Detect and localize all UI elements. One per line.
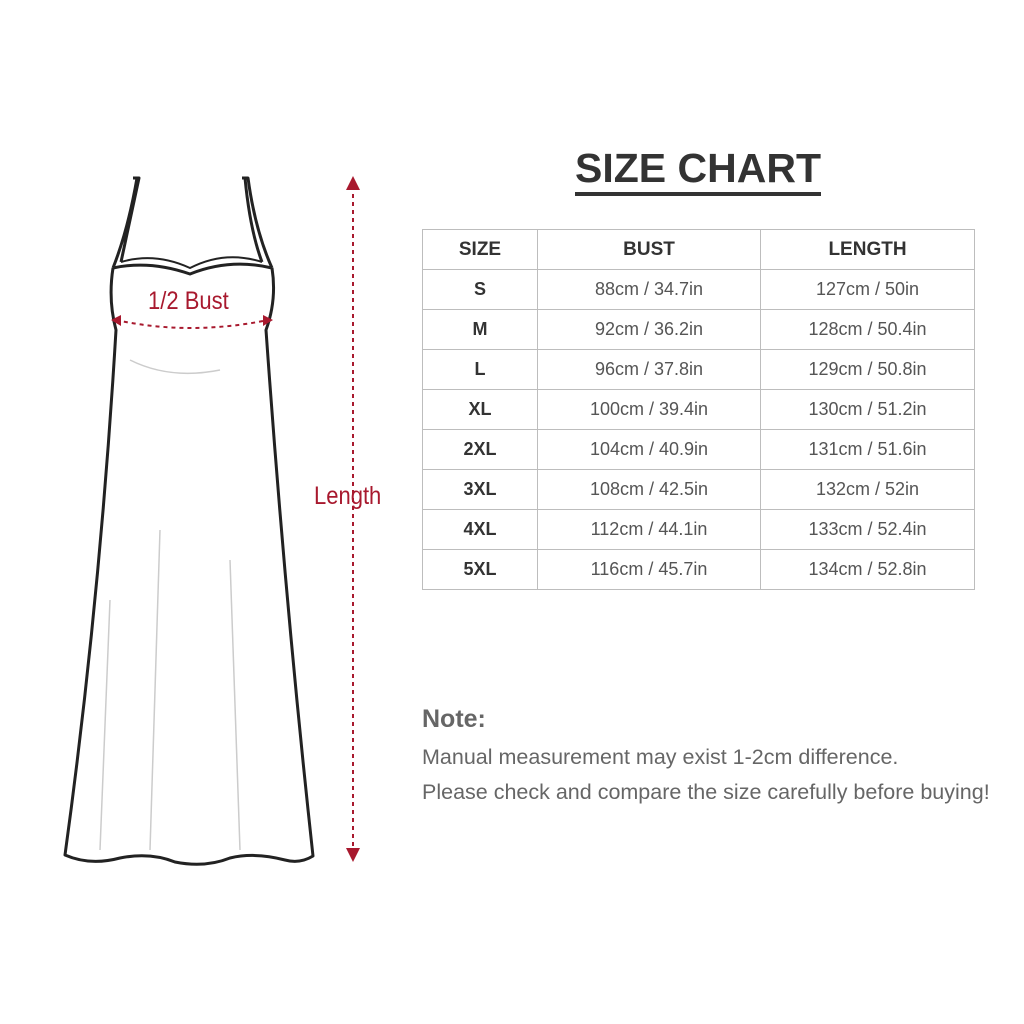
cell-length: 129cm / 50.8in: [760, 349, 975, 390]
note-section: Note: Manual measurement may exist 1-2cm…: [422, 705, 1002, 810]
size-table: SIZE BUST LENGTH S 88cm / 34.7in 127cm / 5…: [422, 229, 975, 590]
cell-size: XL: [422, 389, 538, 430]
cell-size: 3XL: [422, 469, 538, 510]
bust-measure-line: [115, 319, 269, 329]
length-arrow-down-icon: [346, 848, 360, 862]
cell-bust: 100cm / 39.4in: [537, 389, 761, 430]
cell-size: 4XL: [422, 509, 538, 550]
header-bust: BUST: [537, 229, 761, 270]
cell-bust: 96cm / 37.8in: [537, 349, 761, 390]
cell-length: 127cm / 50in: [760, 269, 975, 310]
page-title: SIZE CHART: [575, 145, 821, 196]
cell-bust: 112cm / 44.1in: [537, 509, 761, 550]
cell-length: 132cm / 52in: [760, 469, 975, 510]
header-size: SIZE: [422, 229, 538, 270]
note-heading: Note:: [422, 705, 486, 733]
table-row: 5XL 116cm / 45.7in 134cm / 52.8in: [422, 549, 975, 590]
cell-size: S: [422, 269, 538, 310]
bust-arrow-right-icon: [263, 315, 273, 326]
table-row: M 92cm / 36.2in 128cm / 50.4in: [422, 309, 975, 350]
cell-bust: 88cm / 34.7in: [537, 269, 761, 310]
table-row: XL 100cm / 39.4in 130cm / 51.2in: [422, 389, 975, 430]
bust-label: 1/2 Bust: [148, 287, 229, 315]
cell-size: M: [422, 309, 538, 350]
table-row: 4XL 112cm / 44.1in 133cm / 52.4in: [422, 509, 975, 550]
table-row: 2XL 104cm / 40.9in 131cm / 51.6in: [422, 429, 975, 470]
length-arrow-up-icon: [346, 176, 360, 190]
dress-folds: [99, 359, 241, 851]
dress-diagram: [63, 176, 360, 866]
table-row: S 88cm / 34.7in 127cm / 50in: [422, 269, 975, 310]
header-length: LENGTH: [760, 229, 975, 270]
cell-size: 2XL: [422, 429, 538, 470]
table-row: 3XL 108cm / 42.5in 132cm / 52in: [422, 469, 975, 510]
cell-length: 134cm / 52.8in: [760, 549, 975, 590]
note-line: Please check and compare the size carefu…: [422, 780, 990, 804]
cell-length: 131cm / 51.6in: [760, 429, 975, 470]
cell-bust: 104cm / 40.9in: [537, 429, 761, 470]
cell-length: 128cm / 50.4in: [760, 309, 975, 350]
table-row: L 96cm / 37.8in 129cm / 50.8in: [422, 349, 975, 390]
cell-size: L: [422, 349, 538, 390]
note-line: Manual measurement may exist 1-2cm diffe…: [422, 745, 899, 769]
bust-arrow-left-icon: [111, 315, 121, 326]
cell-length: 133cm / 52.4in: [760, 509, 975, 550]
cell-bust: 108cm / 42.5in: [537, 469, 761, 510]
cell-length: 130cm / 51.2in: [760, 389, 975, 430]
cell-bust: 92cm / 36.2in: [537, 309, 761, 350]
cell-bust: 116cm / 45.7in: [537, 549, 761, 590]
table-header-row: SIZE BUST LENGTH: [422, 229, 975, 270]
cell-size: 5XL: [422, 549, 538, 590]
dress-outline: [63, 176, 315, 866]
length-label: Length: [314, 482, 382, 510]
